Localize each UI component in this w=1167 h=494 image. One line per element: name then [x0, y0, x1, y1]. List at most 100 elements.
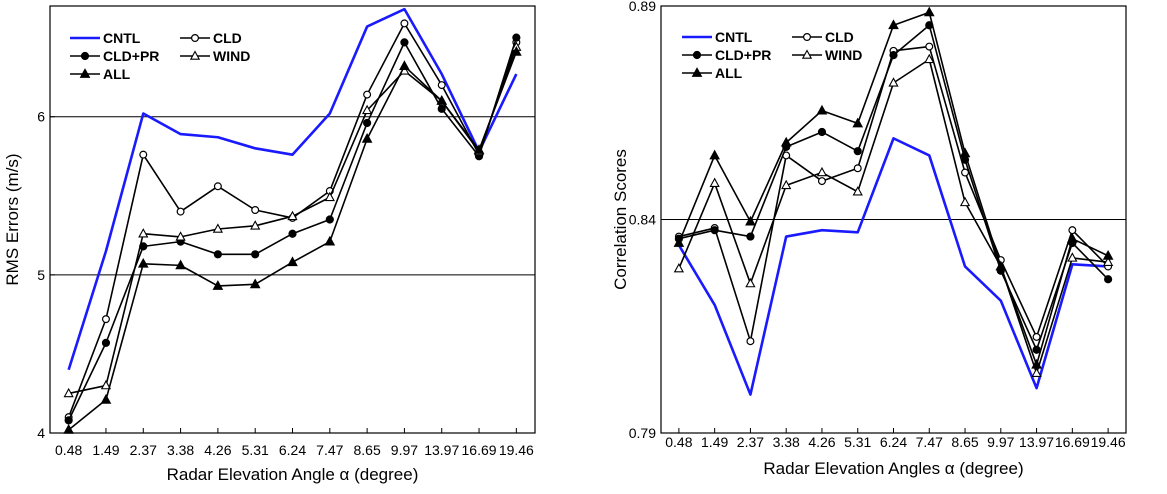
- x-axis-label: Radar Elevation Angle α (degree): [167, 465, 419, 484]
- data-point: [888, 19, 899, 30]
- data-point: [100, 379, 112, 390]
- x-tick-label: 6.24: [279, 442, 306, 458]
- chart-1: 4 5 6 0.48 1.49 2.37 3.38 4.26 5.31 6.24 7.47 8.65 9…: [3, 5, 536, 484]
- legend-item: CLD: [792, 29, 854, 45]
- data-point: [63, 387, 74, 398]
- series-line: [678, 45, 1109, 342]
- data-point: [251, 250, 260, 259]
- data-point: [363, 90, 372, 99]
- data-point: [324, 235, 336, 246]
- series-cld: [64, 19, 521, 422]
- data-point: [287, 210, 298, 221]
- x-tick-label: 19.46: [499, 442, 534, 458]
- series-line: [678, 11, 1109, 366]
- data-point: [816, 104, 828, 115]
- data-point: [1031, 358, 1042, 369]
- legend: CNTL CLD CLD+PR WIND ALL: [682, 29, 862, 81]
- data-point: [924, 53, 935, 64]
- legend-label: CLD: [213, 30, 242, 46]
- data-point: [959, 196, 971, 207]
- x-tick-label: 4.26: [808, 434, 835, 450]
- data-point: [288, 229, 297, 238]
- data-point: [363, 118, 372, 128]
- data-point: [817, 177, 826, 186]
- data-point: [473, 144, 485, 154]
- x-tick-label: 7.47: [916, 434, 943, 450]
- data-point: [817, 127, 827, 137]
- legend-label: WIND: [825, 47, 862, 63]
- y-tick-label: 4: [37, 425, 45, 441]
- data-point: [1032, 332, 1041, 341]
- legend-marker: [692, 50, 702, 60]
- data-point: [176, 207, 185, 216]
- x-tick-label: 8.65: [353, 442, 380, 458]
- data-point: [175, 231, 186, 241]
- legend-marker: [189, 50, 201, 60]
- data-point: [853, 147, 862, 156]
- legend: CNTL CLD CLD+PR WIND ALL: [70, 30, 250, 82]
- legend-item: ALL: [682, 65, 743, 81]
- data-point: [437, 104, 446, 113]
- legend-marker: [801, 49, 813, 59]
- x-tick-label: 4.26: [204, 442, 231, 458]
- x-axis-label: Radar Elevation Angles α (degree): [763, 459, 1023, 478]
- series-cntl: [67, 7, 518, 371]
- data-point: [1067, 252, 1078, 262]
- series-line: [67, 7, 518, 371]
- data-point: [101, 338, 111, 347]
- data-point: [64, 416, 73, 425]
- data-point: [961, 168, 970, 177]
- legend-label: ALL: [103, 66, 131, 82]
- data-point: [213, 182, 222, 191]
- legend-marker: [80, 51, 90, 61]
- x-tick-label: 8.65: [951, 434, 978, 450]
- data-point: [780, 136, 792, 147]
- data-point: [1068, 226, 1077, 235]
- legend-label: CLD+PR: [715, 47, 771, 63]
- legend-label: WIND: [213, 48, 250, 64]
- data-point: [249, 278, 261, 289]
- data-point: [888, 77, 899, 87]
- data-point: [781, 179, 792, 190]
- legend-item: CLD+PR: [682, 47, 771, 63]
- data-point: [959, 147, 971, 158]
- x-tick-label: 5.31: [844, 434, 871, 450]
- x-tick-label: 13.97: [1019, 434, 1054, 450]
- data-point: [399, 60, 410, 70]
- data-point: [101, 315, 110, 324]
- series-cld: [674, 42, 1113, 346]
- legend-item: ALL: [70, 66, 131, 82]
- legend-item: CLD: [180, 30, 242, 46]
- data-point: [139, 150, 148, 159]
- data-point: [710, 226, 719, 235]
- series-wind: [673, 53, 1114, 377]
- legend-label: CLD+PR: [103, 48, 159, 64]
- x-tick-label: 16.69: [1055, 434, 1090, 450]
- data-point: [1067, 232, 1078, 243]
- data-point: [853, 164, 862, 173]
- legend-item: CNTL: [70, 30, 141, 46]
- data-point: [746, 232, 755, 241]
- data-point: [251, 206, 260, 215]
- legend-item: CLD+PR: [70, 48, 159, 64]
- data-point: [816, 166, 828, 177]
- x-tick-label: 1.49: [92, 442, 119, 458]
- x-tick-label: 5.31: [242, 442, 269, 458]
- chart-2: 0.79 0.84 0.89 0.48 1.49 2.37 3.38 4.26 5.31 6.24…: [611, 0, 1127, 478]
- series-line: [677, 137, 1109, 396]
- series-cntl: [677, 137, 1109, 396]
- data-point: [673, 262, 685, 273]
- data-point: [63, 423, 74, 434]
- data-point: [250, 220, 261, 230]
- legend-label: CNTL: [103, 30, 141, 46]
- x-tick-label: 2.37: [737, 434, 764, 450]
- data-point: [995, 260, 1007, 271]
- legend-marker: [802, 32, 811, 41]
- series-line: [67, 37, 518, 421]
- data-point: [673, 237, 685, 247]
- x-tick-label: 16.69: [462, 442, 497, 458]
- y-tick-label: 0.79: [629, 425, 656, 441]
- legend-label: CLD: [825, 29, 854, 45]
- data-point: [436, 95, 448, 105]
